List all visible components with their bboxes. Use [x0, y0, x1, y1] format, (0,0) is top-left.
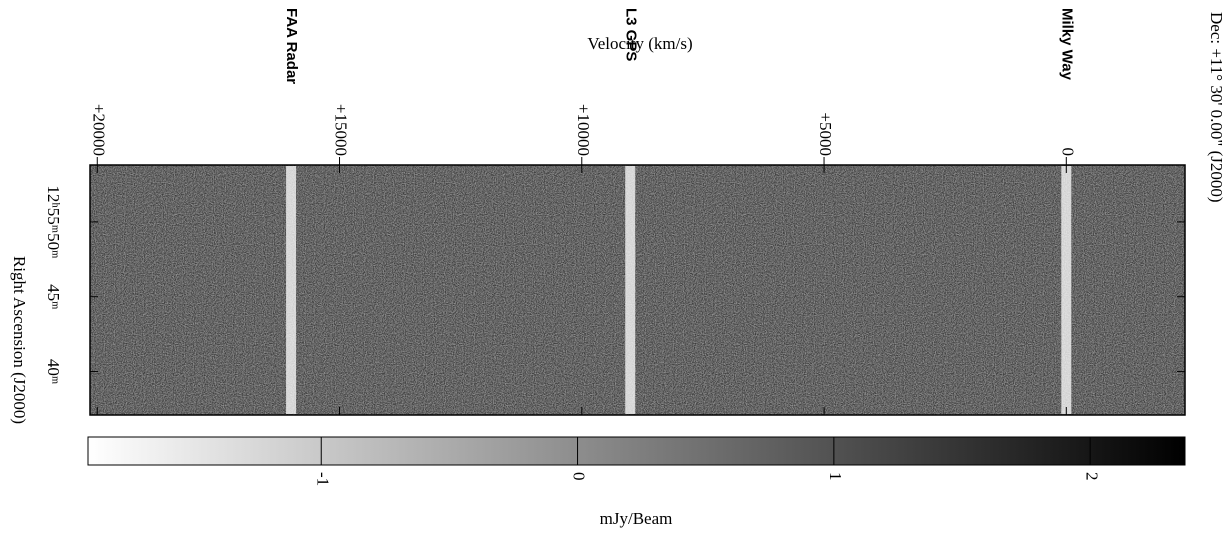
annotation: FAA Radar: [283, 8, 300, 84]
annotation: Milky Way: [1058, 8, 1075, 81]
x-tick-label: +20000: [89, 104, 108, 156]
colorbar: [87, 436, 1186, 466]
rfi-stripe: [286, 166, 297, 414]
rfi-stripe: [1061, 166, 1072, 414]
y-tick-label: 45ᵐ: [44, 284, 63, 309]
colorbar-tick-label: 1: [826, 472, 845, 481]
y-tick-label: 12ʰ55ᵐ50ᵐ: [44, 185, 63, 258]
colorbar-label: mJy/Beam: [600, 509, 673, 528]
rfi-stripe: [625, 166, 636, 414]
colorbar-tick-label: 2: [1082, 472, 1101, 481]
colorbar-tick-label: 0: [570, 472, 589, 481]
x-tick-label: +5000: [816, 112, 835, 156]
x-tick-label: +10000: [574, 104, 593, 156]
waterfall-noise: [90, 165, 1185, 415]
x-axis-label: Velocity (km/s): [587, 34, 692, 53]
y-axis-label: Right Ascension (J2000): [10, 256, 29, 424]
annotation: L3 GPS: [622, 8, 639, 61]
x-tick-label: +15000: [332, 104, 351, 156]
y-tick-label: 40ᵐ: [44, 359, 63, 384]
colorbar-tick-label: -1: [313, 472, 332, 486]
x-tick-label: 0: [1058, 148, 1077, 157]
y2-axis-label: Dec: +11° 30' 0.00" (J2000): [1207, 12, 1226, 203]
plot-frame: [89, 164, 1186, 416]
